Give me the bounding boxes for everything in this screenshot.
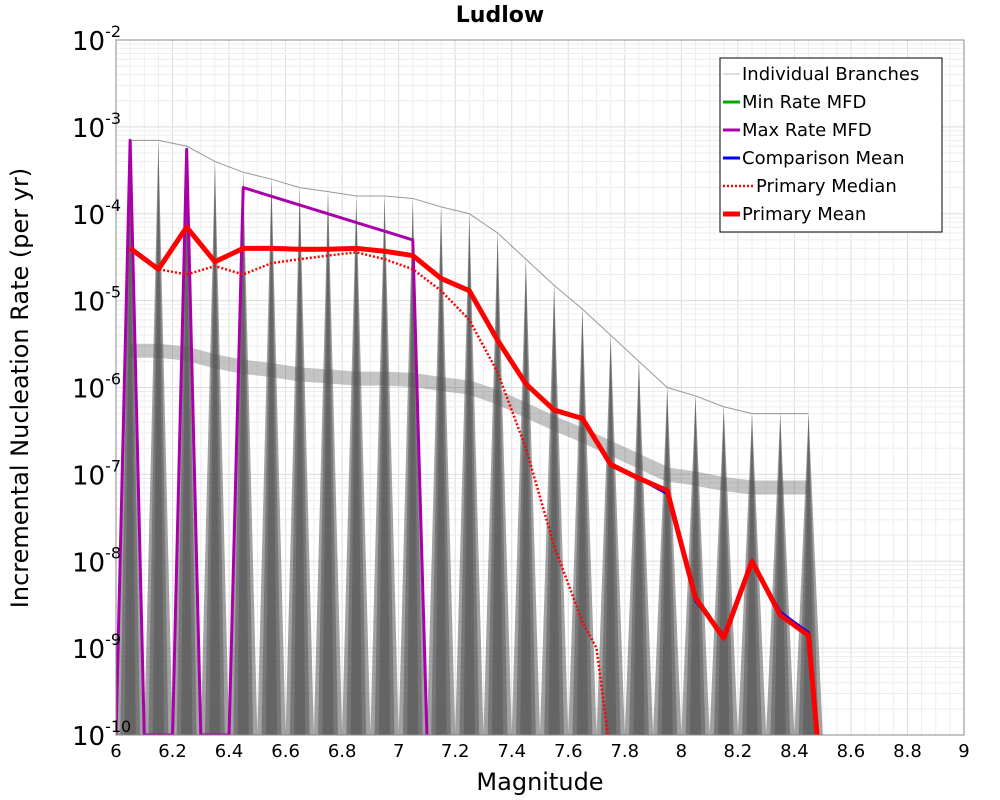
plot-border	[115, 39, 965, 736]
x-tick-label: 8.2	[724, 741, 753, 762]
x-tick-label: 7.6	[554, 741, 583, 762]
legend-label-max-rate-mfd: Max Rate MFD	[742, 120, 872, 141]
x-tick-label: 9	[958, 741, 969, 762]
branch-envelope	[130, 139, 809, 415]
legend-label-individual-branches: Individual Branches	[742, 64, 919, 85]
y-tick-label: 10-3	[72, 109, 121, 144]
max-rate-mfd-line	[116, 138, 429, 735]
x-tick-label: 7.2	[441, 741, 470, 762]
x-tick-label: 8.4	[780, 741, 809, 762]
branch-spikes	[116, 140, 823, 735]
x-tick-label: 6.2	[158, 741, 187, 762]
series-layer	[116, 138, 823, 735]
y-tick-label: 10-10	[72, 717, 131, 752]
branch-density	[130, 343, 809, 495]
legend-label-min-rate-mfd: Min Rate MFD	[742, 92, 866, 113]
legend-box	[719, 57, 943, 233]
primary-median-line	[129, 247, 610, 735]
y-tick-label: 10-6	[72, 370, 121, 405]
x-tick-label: 8	[676, 741, 687, 762]
y-tick-label: 10-8	[72, 543, 121, 578]
y-tick-label: 10-9	[72, 630, 121, 665]
x-tick-label: 8.6	[837, 741, 866, 762]
y-axis-label: Incremental Nucleation Rate (per yr)	[6, 168, 34, 608]
legend-label-primary-median: Primary Median	[756, 176, 897, 197]
y-tick-label: 10-4	[72, 196, 121, 231]
x-tick-label: 8.8	[893, 741, 922, 762]
x-tick-label: 6.6	[271, 741, 300, 762]
x-tick-label: 6	[110, 741, 121, 762]
legend-label-primary-mean: Primary Mean	[742, 204, 866, 225]
x-tick-label: 7.8	[610, 741, 639, 762]
y-tick-label: 10-5	[72, 283, 121, 318]
x-tick-label: 7	[393, 741, 404, 762]
x-tick-label: 7.4	[497, 741, 526, 762]
x-tick-label: 6.8	[328, 741, 357, 762]
y-tick-label: 10-7	[72, 456, 121, 491]
y-tick-label: 10-2	[72, 22, 121, 57]
legend-label-comparison-mean: Comparison Mean	[742, 148, 905, 169]
x-axis-label: Magnitude	[476, 768, 603, 796]
chart-title: Ludlow	[456, 3, 544, 28]
x-axis-ticks: 6 6.2 6.4 6.6 6.8 7 7.2 7.4 7.6 7.8 8 8.2 8.4 8.6 8.8 9	[110, 741, 969, 762]
individual-branches-series	[116, 139, 823, 735]
y-axis-ticks: 10-2 10-3 10-4 10-5 10-6 10-7 10-8 10-9 10-10	[72, 22, 131, 752]
x-tick-label: 6.4	[215, 741, 244, 762]
legend: Individual Branches Min Rate MFD Max Rate …	[719, 57, 943, 233]
primary-mean-line	[128, 224, 820, 735]
